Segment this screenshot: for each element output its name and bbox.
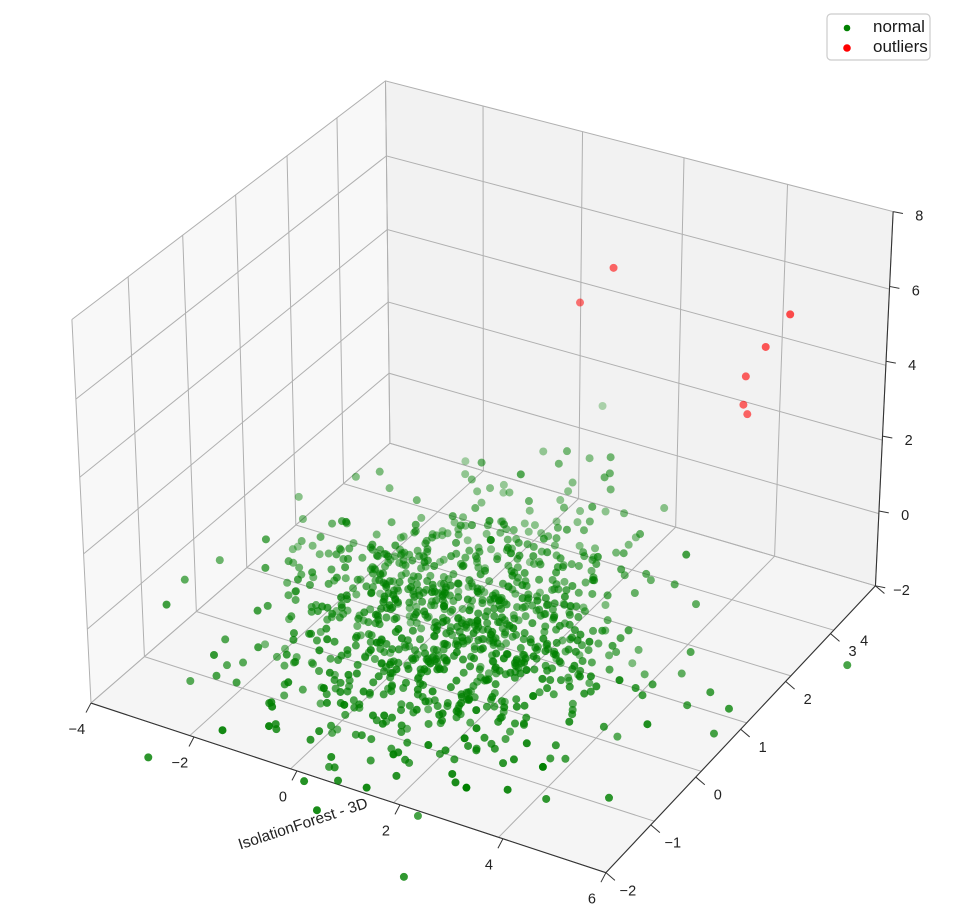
svg-text:4: 4 xyxy=(908,358,916,374)
svg-text:2: 2 xyxy=(804,692,812,708)
svg-text:normal: normal xyxy=(873,17,925,36)
svg-text:0: 0 xyxy=(901,508,909,524)
svg-text:−2: −2 xyxy=(172,756,189,772)
svg-text:1: 1 xyxy=(759,740,767,756)
svg-text:3: 3 xyxy=(849,644,857,660)
svg-text:2: 2 xyxy=(382,824,390,840)
svg-text:4: 4 xyxy=(860,634,868,650)
svg-text:outliers: outliers xyxy=(873,37,928,56)
svg-text:−4: −4 xyxy=(69,722,86,738)
svg-text:−2: −2 xyxy=(620,883,637,899)
svg-text:2: 2 xyxy=(905,433,913,449)
svg-text:0: 0 xyxy=(714,788,722,804)
svg-text:0: 0 xyxy=(279,790,287,806)
svg-text:6: 6 xyxy=(588,891,596,907)
svg-text:8: 8 xyxy=(915,209,923,225)
svg-text:−1: −1 xyxy=(665,835,682,851)
svg-text:4: 4 xyxy=(485,857,493,873)
svg-text:−2: −2 xyxy=(893,583,910,599)
svg-text:6: 6 xyxy=(912,283,920,299)
